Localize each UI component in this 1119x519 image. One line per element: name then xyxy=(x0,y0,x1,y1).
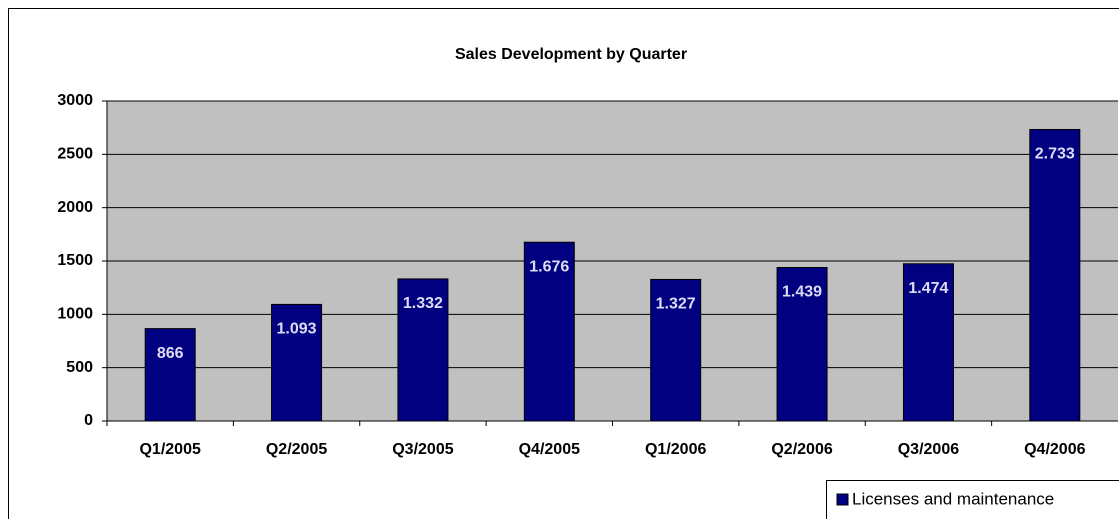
data-label: 1.439 xyxy=(782,284,822,301)
x-tick-label: Q3/2006 xyxy=(898,441,959,458)
bar xyxy=(271,303,323,422)
bar xyxy=(144,328,196,422)
data-label: 2.733 xyxy=(1035,146,1075,163)
bar xyxy=(1029,128,1081,422)
y-tick-label: 3000 xyxy=(57,92,93,109)
y-tick-label: 500 xyxy=(66,359,93,376)
data-label: 1.474 xyxy=(908,280,948,297)
data-label: 1.327 xyxy=(656,296,696,313)
y-tick-label: 1000 xyxy=(57,306,93,323)
x-tick-label: Q4/2005 xyxy=(519,441,580,458)
legend-label: Licenses and maintenance xyxy=(852,489,1054,508)
y-tick-label: 2000 xyxy=(57,199,93,216)
x-tick-label: Q4/2006 xyxy=(1024,441,1085,458)
y-tick-label: 1500 xyxy=(57,252,93,269)
x-tick-label: Q3/2005 xyxy=(392,441,453,458)
chart-title: Sales Development by Quarter xyxy=(455,46,687,63)
x-tick-label: Q2/2006 xyxy=(771,441,832,458)
bar xyxy=(397,278,449,422)
data-label: 1.676 xyxy=(529,258,569,275)
bar xyxy=(523,241,575,422)
legend-swatch xyxy=(836,493,849,506)
data-label: 1.332 xyxy=(403,295,443,312)
y-tick-label: 0 xyxy=(84,412,93,429)
y-tick-label: 2500 xyxy=(57,146,93,163)
x-tick-label: Q2/2005 xyxy=(266,441,327,458)
data-label: 866 xyxy=(157,345,184,362)
legend-box xyxy=(826,480,1119,519)
bar xyxy=(902,263,954,422)
x-tick-label: Q1/2005 xyxy=(139,441,200,458)
bar xyxy=(776,267,828,422)
x-tick-label: Q1/2006 xyxy=(645,441,706,458)
data-label: 1.093 xyxy=(277,321,317,338)
